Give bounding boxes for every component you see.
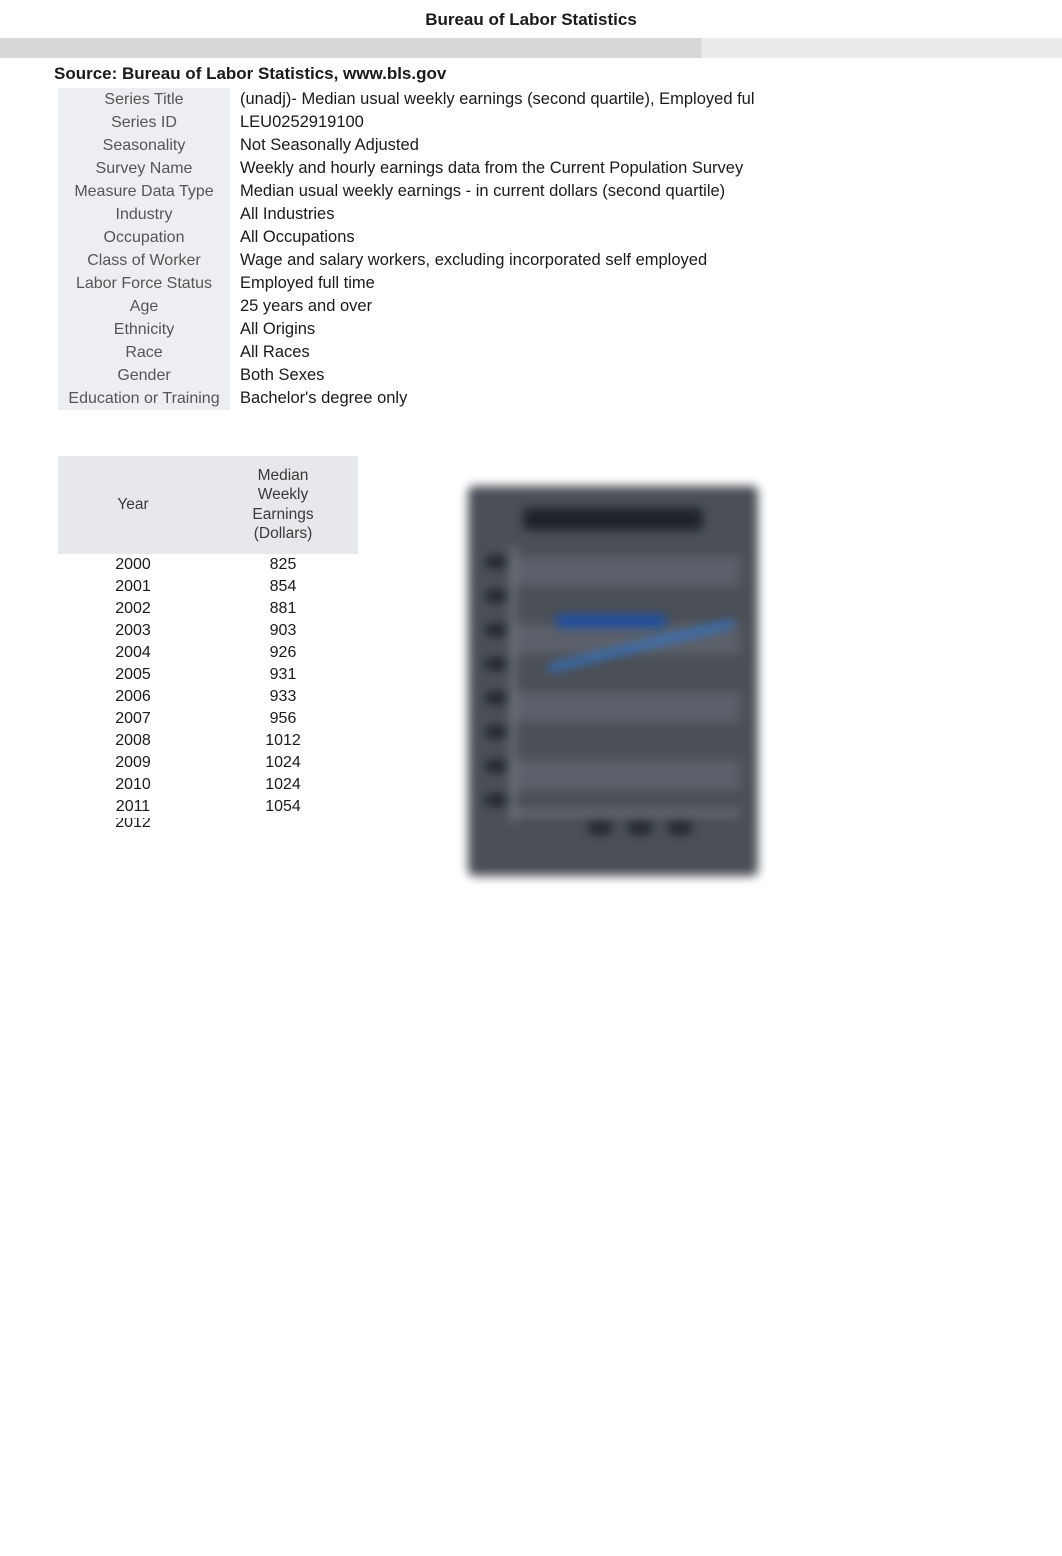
metadata-label: Occupation (58, 226, 230, 249)
metadata-table: Series Title(unadj)- Median usual weekly… (58, 88, 763, 410)
cell-earnings: 1024 (208, 752, 358, 774)
metadata-label: Industry (58, 203, 230, 226)
cell-earnings: 933 (208, 686, 358, 708)
cell-earnings: 926 (208, 642, 358, 664)
table-row: 20101024 (58, 774, 358, 796)
column-header-year: Year (58, 456, 208, 554)
metadata-value: Employed full time (230, 272, 763, 295)
cell-year: 2011 (58, 796, 208, 818)
table-row: 20081012 (58, 730, 358, 752)
metadata-value: All Races (230, 341, 763, 364)
metadata-label: Ethnicity (58, 318, 230, 341)
cell-year: 2004 (58, 642, 208, 664)
cell-year: 2006 (58, 686, 208, 708)
table-row: 2007956 (58, 708, 358, 730)
metadata-value: Weekly and hourly earnings data from the… (230, 157, 763, 180)
metadata-label: Education or Training (58, 387, 230, 410)
cell-earnings: 1012 (208, 730, 358, 752)
cell-year: 2007 (58, 708, 208, 730)
metadata-label: Measure Data Type (58, 180, 230, 203)
cell-year: 2003 (58, 620, 208, 642)
cell-earnings: 903 (208, 620, 358, 642)
metadata-label: Class of Worker (58, 249, 230, 272)
table-row: 2001854 (58, 576, 358, 598)
column-header-earnings: MedianWeeklyEarnings(Dollars) (208, 456, 358, 554)
metadata-label: Labor Force Status (58, 272, 230, 295)
cell-earnings: 854 (208, 576, 358, 598)
table-row: 2000825 (58, 554, 358, 576)
cell-year: 2009 (58, 752, 208, 774)
cell-year: 2008 (58, 730, 208, 752)
metadata-value: (unadj)- Median usual weekly earnings (s… (230, 88, 763, 111)
separator-gradient-bar (0, 38, 1062, 58)
metadata-label: Age (58, 295, 230, 318)
cell-earnings: 881 (208, 598, 358, 620)
metadata-value: Bachelor's degree only (230, 387, 763, 410)
metadata-value: All Occupations (230, 226, 763, 249)
cell-year: 2012 (58, 818, 208, 832)
table-row: 2006933 (58, 686, 358, 708)
table-row-truncated: 2012 (58, 818, 358, 832)
metadata-value: Not Seasonally Adjusted (230, 134, 763, 157)
metadata-value: All Industries (230, 203, 763, 226)
table-row: 2003903 (58, 620, 358, 642)
metadata-label: Gender (58, 364, 230, 387)
cell-earnings: 956 (208, 708, 358, 730)
cell-earnings: 1024 (208, 774, 358, 796)
data-section: Year MedianWeeklyEarnings(Dollars) 20008… (58, 456, 1062, 876)
metadata-value: LEU0252919100 (230, 111, 763, 134)
page-header-title: Bureau of Labor Statistics (0, 0, 1062, 38)
cell-earnings: 825 (208, 554, 358, 576)
cell-year: 2001 (58, 576, 208, 598)
earnings-data-table: Year MedianWeeklyEarnings(Dollars) 20008… (58, 456, 358, 832)
cell-year: 2000 (58, 554, 208, 576)
table-row: 2004926 (58, 642, 358, 664)
table-row: 2005931 (58, 664, 358, 686)
metadata-label: Survey Name (58, 157, 230, 180)
metadata-label: Series Title (58, 88, 230, 111)
metadata-label: Seasonality (58, 134, 230, 157)
chart-preview-thumbnail (468, 486, 758, 876)
metadata-label: Race (58, 341, 230, 364)
cell-earnings: 1054 (208, 796, 358, 818)
metadata-value: 25 years and over (230, 295, 763, 318)
source-attribution: Source: Bureau of Labor Statistics, www.… (0, 62, 1062, 88)
table-row: 20111054 (58, 796, 358, 818)
cell-year: 2005 (58, 664, 208, 686)
metadata-value: Median usual weekly earnings - in curren… (230, 180, 763, 203)
metadata-label: Series ID (58, 111, 230, 134)
metadata-value: Both Sexes (230, 364, 763, 387)
cell-year: 2010 (58, 774, 208, 796)
cell-earnings (208, 818, 358, 832)
table-row: 2002881 (58, 598, 358, 620)
table-row: 20091024 (58, 752, 358, 774)
cell-earnings: 931 (208, 664, 358, 686)
cell-year: 2002 (58, 598, 208, 620)
metadata-value: Wage and salary workers, excluding incor… (230, 249, 763, 272)
metadata-value: All Origins (230, 318, 763, 341)
